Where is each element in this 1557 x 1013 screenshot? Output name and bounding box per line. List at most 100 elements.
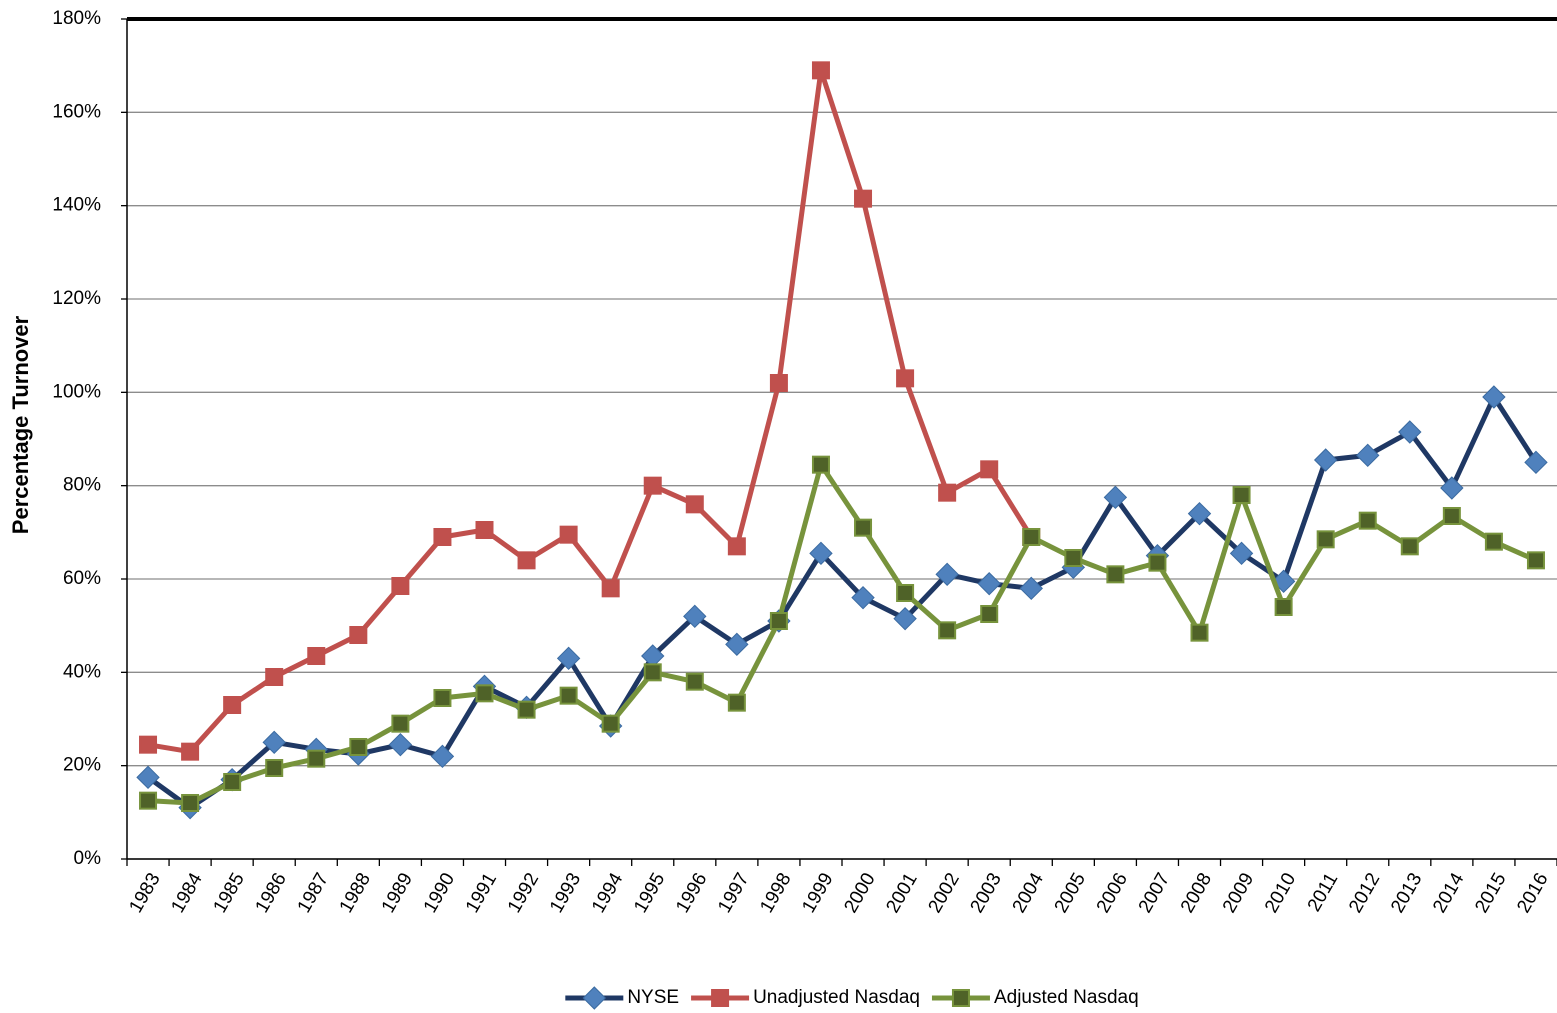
marker (391, 577, 410, 595)
legend: NYSE Unadjusted Nasdaq Adjusted Nasdaq (565, 986, 1139, 1010)
marker (223, 773, 242, 791)
x-tick-label: 2008 (1177, 870, 1216, 917)
marker (307, 749, 326, 768)
marker (896, 369, 915, 388)
x-tick-label: 1983 (125, 870, 164, 917)
marker (1316, 530, 1335, 549)
x-tick-label: 1994 (588, 869, 628, 916)
marker (475, 684, 494, 703)
legend-marker (711, 989, 730, 1007)
marker (265, 759, 284, 777)
marker (643, 663, 662, 682)
legend-marker (582, 986, 607, 1010)
marker (980, 460, 999, 479)
marker (1313, 448, 1338, 472)
marker (1064, 549, 1083, 567)
marker (938, 621, 957, 640)
marker (851, 585, 875, 610)
x-tick-label: 1998 (756, 870, 795, 917)
marker (1484, 532, 1503, 551)
marker (475, 521, 494, 539)
marker (977, 571, 1001, 596)
x-tick-label: 2001 (882, 870, 921, 917)
marker (727, 693, 746, 712)
x-tick-label: 2006 (1093, 870, 1132, 917)
x-tick-label: 1992 (504, 870, 543, 917)
marker (1232, 486, 1251, 504)
y-tick-label: 40% (63, 661, 101, 682)
marker (1148, 553, 1167, 572)
marker (1274, 598, 1293, 616)
marker (517, 700, 536, 719)
marker (1103, 485, 1128, 510)
marker (433, 528, 452, 546)
marker (980, 605, 999, 623)
marker (893, 606, 917, 631)
series (136, 385, 1548, 820)
marker (727, 537, 746, 556)
line (147, 462, 1537, 806)
marker (601, 714, 620, 733)
marker (769, 612, 788, 630)
marker (433, 689, 452, 707)
marker (683, 604, 707, 629)
x-tick-label: 2010 (1261, 870, 1300, 917)
x-tick-label: 1985 (209, 870, 248, 917)
y-tick-label: 20% (63, 755, 101, 776)
marker (307, 647, 326, 665)
marker (1019, 576, 1043, 601)
series (139, 61, 1041, 761)
y-tick-label: 180% (52, 8, 101, 29)
marker (1106, 565, 1125, 584)
marker (643, 476, 662, 495)
x-tick-label: 2016 (1513, 870, 1552, 917)
marker (1524, 450, 1548, 475)
marker (811, 61, 830, 80)
marker (262, 730, 286, 755)
y-tick-label: 100% (52, 381, 101, 402)
x-tick-label: 1995 (630, 870, 669, 917)
marker (725, 632, 749, 657)
marker (1187, 501, 1212, 526)
y-tick-label: 140% (52, 195, 101, 216)
marker (559, 686, 578, 705)
marker (1398, 420, 1422, 444)
marker (556, 646, 581, 671)
marker (349, 626, 368, 644)
x-tick-label: 2009 (1219, 870, 1258, 917)
x-tick-label: 2014 (1429, 869, 1469, 916)
marker (139, 791, 158, 810)
x-tick-label: 2005 (1051, 870, 1090, 917)
marker (1358, 511, 1377, 530)
marker (391, 714, 410, 733)
y-tick-label: 160% (52, 101, 101, 122)
x-tick-label: 1986 (252, 870, 291, 917)
marker (854, 189, 873, 208)
marker (854, 518, 873, 537)
x-tick-label: 2015 (1471, 870, 1510, 917)
marker (136, 765, 160, 790)
x-tick-label: 1996 (672, 870, 711, 917)
x-tick-label: 1999 (798, 870, 837, 917)
marker (1440, 476, 1464, 500)
line (147, 67, 1034, 755)
marker (896, 584, 915, 602)
marker (1190, 623, 1209, 642)
marker (938, 483, 957, 502)
y-tick-label: 120% (52, 288, 101, 309)
x-tick-label: 1988 (336, 870, 375, 917)
marker (181, 742, 200, 761)
marker (685, 495, 704, 514)
x-tick-label: 2003 (967, 870, 1006, 917)
marker (769, 374, 788, 392)
legend-label: Adjusted Nasdaq (994, 987, 1139, 1008)
x-tick-label: 1990 (420, 870, 459, 917)
x-tick-label: 1987 (294, 870, 333, 917)
marker (223, 696, 242, 714)
x-tick-label: 1989 (378, 870, 417, 917)
marker (1356, 443, 1380, 468)
marker (1400, 537, 1419, 556)
series (139, 455, 1545, 812)
marker (1229, 541, 1254, 566)
